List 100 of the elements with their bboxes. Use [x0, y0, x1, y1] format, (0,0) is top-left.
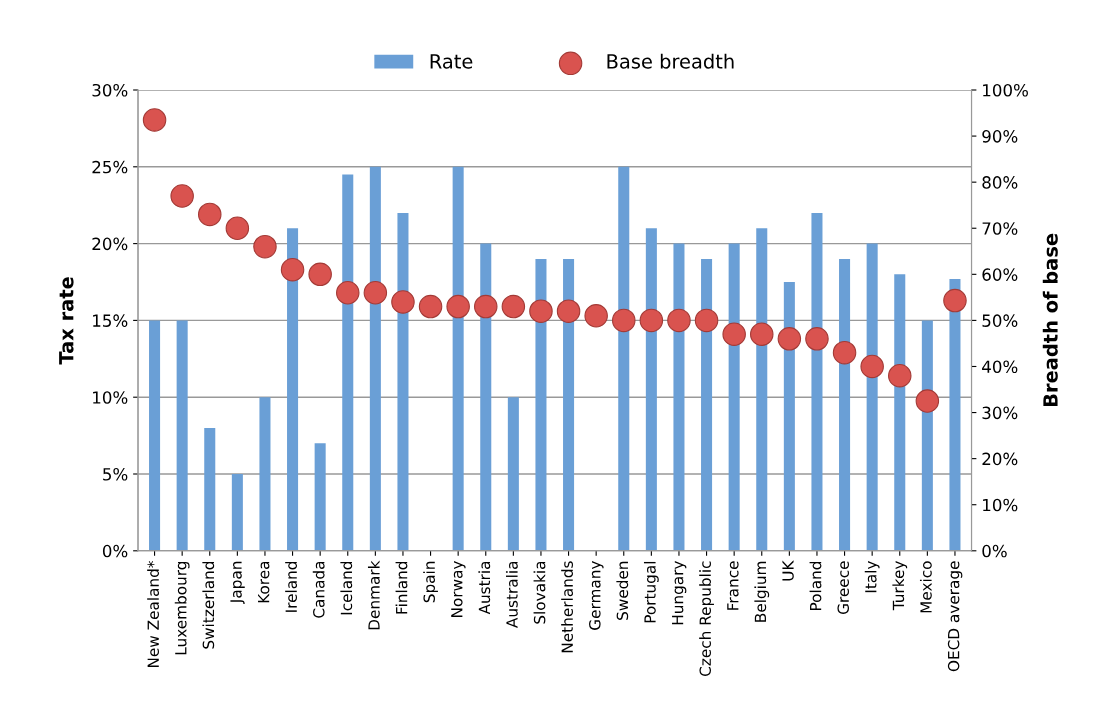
bar — [783, 282, 795, 551]
bar — [507, 397, 519, 551]
x-tick-label: Luxembourg — [174, 561, 190, 655]
y2-tick-label: 40% — [982, 360, 1018, 374]
point — [694, 308, 719, 333]
bar — [866, 243, 878, 551]
point — [639, 308, 664, 333]
x-tick-label: Portugal — [643, 561, 659, 623]
y2-tick-label: 20% — [982, 452, 1018, 466]
point — [750, 322, 774, 346]
bar — [645, 228, 657, 551]
y2-tick-label: 0% — [982, 544, 1007, 558]
x-tick-label: Ireland — [285, 561, 297, 612]
bar — [894, 274, 906, 551]
point — [943, 288, 967, 313]
point — [860, 354, 884, 379]
bar — [314, 443, 326, 551]
bar — [176, 320, 188, 551]
x-tick-label: Turkey — [892, 560, 908, 611]
x-tick-label: Spain — [423, 561, 438, 603]
x-tick-label: Japan — [230, 561, 245, 604]
bar — [397, 212, 409, 551]
x-tick-label: UK — [782, 560, 794, 581]
x-tick-label: Belgium — [754, 561, 770, 622]
y2-tick-label: 100% — [983, 83, 1028, 97]
y2-tick-label: 80% — [982, 176, 1018, 189]
x-tick-label: Korea — [258, 561, 270, 603]
bar — [259, 397, 271, 551]
x-tick-label: Denmark — [367, 560, 380, 630]
x-tick-label: Slovakia — [533, 561, 546, 624]
x-tick-label: Czech Republic — [699, 561, 714, 676]
bar — [342, 174, 354, 551]
point — [915, 389, 940, 413]
y-tick-label: 10% — [93, 391, 128, 404]
x-tick-label: Hungary — [672, 560, 687, 625]
x-tick-label: Canada — [312, 561, 325, 618]
y2-tick-label: 50% — [982, 314, 1018, 327]
y-axis-title: Tax rate — [59, 277, 74, 365]
bar — [756, 228, 768, 551]
bar — [673, 243, 685, 551]
point — [667, 308, 691, 333]
x-tick-label: New Zealand* — [147, 560, 159, 668]
y2-tick-label: 70% — [982, 222, 1018, 235]
point — [722, 322, 746, 346]
x-tick-label: Italy — [864, 560, 880, 593]
x-tick-label: Sweden — [616, 561, 629, 620]
bar — [949, 278, 961, 551]
y2-tick-label: 10% — [983, 498, 1018, 512]
y2-tick-label: 30% — [982, 406, 1018, 420]
bar — [480, 243, 492, 551]
bar — [231, 474, 243, 551]
point — [253, 234, 277, 259]
y2-tick-label: 90% — [982, 130, 1018, 143]
bar — [728, 243, 740, 551]
bar — [369, 166, 381, 551]
bar — [535, 258, 547, 551]
point — [142, 108, 167, 132]
legend-label: Rate — [430, 54, 473, 69]
x-tick-label: Netherlands — [561, 561, 573, 653]
point — [556, 299, 581, 323]
y2-tick-label: 60% — [982, 268, 1018, 281]
point — [529, 299, 553, 323]
point — [584, 304, 608, 328]
bar — [811, 212, 823, 551]
x-tick-label: Germany — [589, 560, 604, 630]
point — [225, 216, 250, 240]
point — [391, 290, 415, 314]
x-tick-label: Iceland — [340, 561, 353, 615]
point — [308, 262, 332, 287]
point — [170, 184, 194, 208]
point — [888, 363, 912, 388]
x-tick-label: France — [727, 561, 739, 610]
point — [777, 327, 802, 351]
y-tick-label: 15% — [93, 314, 128, 327]
y-tick-label: 5% — [103, 467, 128, 481]
x-tick-label: Mexico — [919, 561, 932, 613]
bar — [149, 320, 161, 551]
y-tick-label: 0% — [102, 544, 128, 558]
point — [805, 327, 829, 351]
bar — [204, 427, 216, 551]
bar — [839, 258, 851, 551]
legend-label: Base breadth — [607, 53, 734, 69]
bar — [287, 228, 299, 551]
bar — [701, 258, 713, 551]
x-tick-label: Austria — [478, 561, 491, 615]
point — [336, 280, 360, 305]
bar — [563, 258, 575, 551]
point — [612, 308, 636, 333]
x-tick-label: Switzerland — [202, 561, 215, 649]
x-tick-label: Australia — [505, 561, 518, 628]
y-tick-label: 25% — [92, 160, 128, 174]
x-tick-label: Norway — [451, 560, 466, 617]
point — [198, 202, 222, 227]
point — [474, 294, 498, 319]
point — [418, 294, 443, 319]
point — [363, 280, 388, 305]
x-tick-label: Finland — [395, 561, 408, 614]
y2-axis-title: Breadth of base — [1042, 233, 1058, 407]
x-tick-label: Poland — [809, 561, 822, 611]
bar — [618, 166, 630, 551]
